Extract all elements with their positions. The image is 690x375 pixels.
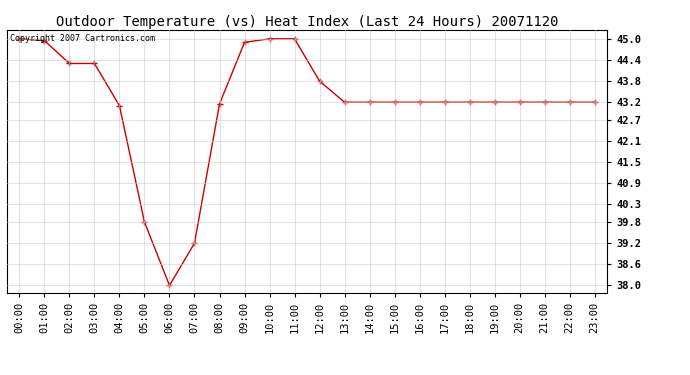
Text: Copyright 2007 Cartronics.com: Copyright 2007 Cartronics.com [10,34,155,43]
Title: Outdoor Temperature (vs) Heat Index (Last 24 Hours) 20071120: Outdoor Temperature (vs) Heat Index (Las… [56,15,558,29]
